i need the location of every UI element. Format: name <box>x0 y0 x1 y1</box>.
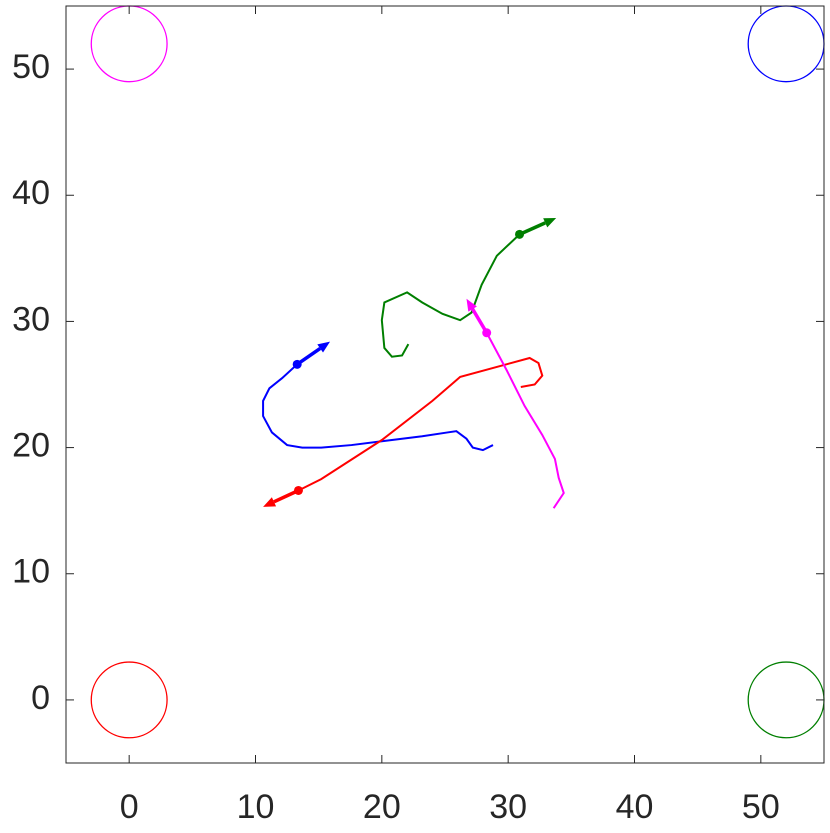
y-tick-label: 10 <box>12 553 50 591</box>
x-tick-label: 0 <box>120 788 139 826</box>
x-tick-label: 30 <box>489 788 527 826</box>
x-tick-label: 10 <box>237 788 275 826</box>
position-dot <box>482 328 492 338</box>
y-tick-label: 30 <box>12 300 50 338</box>
plot-frame <box>65 5 825 764</box>
heading-arrow <box>518 221 546 236</box>
x-tick-label: 20 <box>363 788 401 826</box>
goal-circle <box>747 5 825 83</box>
y-tick-label: 50 <box>12 48 50 86</box>
heading-arrow <box>296 346 322 366</box>
heading-arrow <box>471 308 489 334</box>
goal-circle <box>747 661 825 739</box>
arrow-head <box>317 341 331 353</box>
arrow-head <box>263 497 277 507</box>
x-tick-label: 40 <box>616 788 654 826</box>
trajectory <box>485 332 565 509</box>
trajectory <box>262 363 494 452</box>
arrow-head <box>543 217 557 228</box>
position-dot <box>515 229 525 239</box>
x-tick-label: 50 <box>742 788 780 826</box>
position-dot <box>293 485 303 495</box>
y-tick-label: 20 <box>12 427 50 465</box>
position-dot <box>292 359 302 369</box>
y-tick-label: 0 <box>31 679 50 717</box>
trajectory <box>298 356 544 492</box>
goal-circle <box>90 5 168 83</box>
goal-circle <box>90 661 168 739</box>
y-tick-label: 40 <box>12 174 50 212</box>
trajectory <box>380 233 521 358</box>
arrow-head <box>466 298 477 312</box>
